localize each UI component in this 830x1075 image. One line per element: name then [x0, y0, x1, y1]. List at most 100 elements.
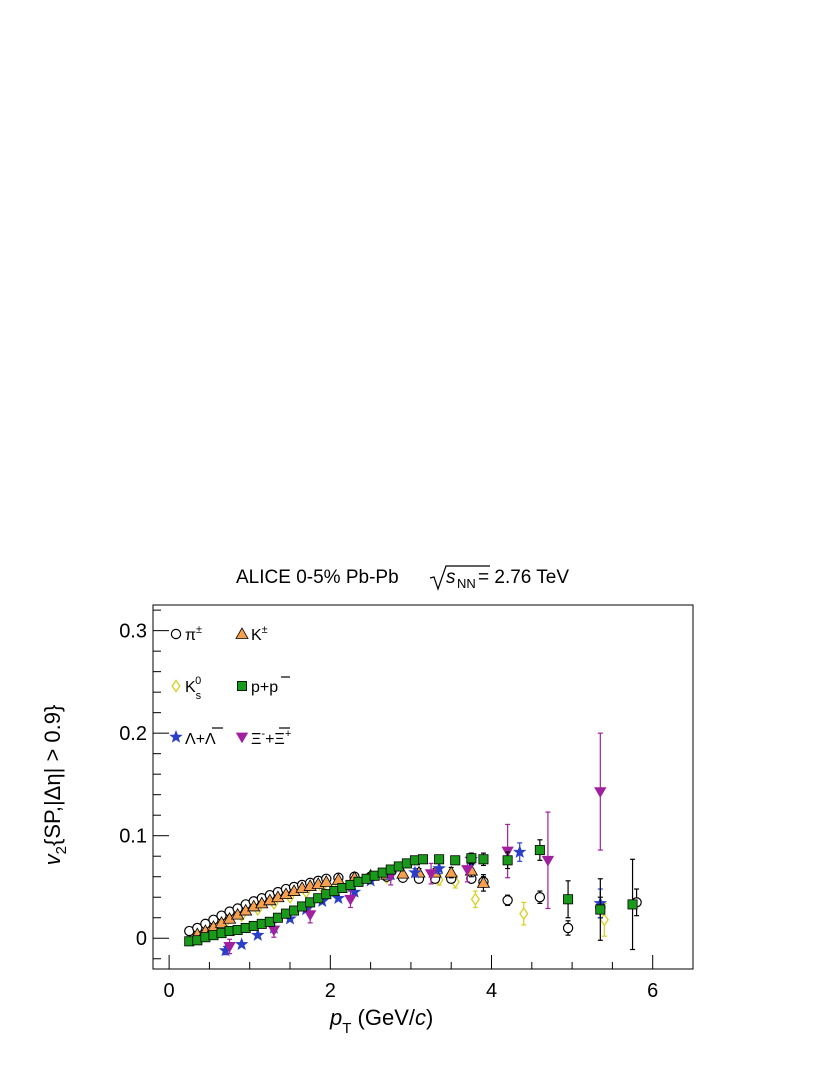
- y-axis-label-sub: 2: [53, 846, 70, 854]
- plot-frame: [152, 604, 694, 970]
- data-point: [432, 861, 446, 875]
- x-axis-label-rest: (GeV/: [351, 1005, 415, 1030]
- y-axis-label: v2{SP,|Δη| > 0.9}: [40, 705, 70, 866]
- legend-entry-proton: p+p: [236, 676, 290, 696]
- legend-marker-shape: [235, 627, 249, 639]
- legend-entry-lambda: Λ+Λ: [169, 727, 223, 748]
- legend-entry-kaon: K±: [235, 624, 268, 644]
- legend-entry-xi: Ξ-+Ξ+: [235, 727, 291, 748]
- x-axis-label-italic: c: [415, 1005, 426, 1030]
- axis-tick-labels: 0 2 4 6 0 0.1 0.2 0.3: [119, 621, 658, 1002]
- x-tick-label: 4: [486, 980, 497, 1002]
- chart-title-sqrt-subscript: NN: [457, 576, 476, 591]
- data-point: [562, 922, 574, 934]
- axis-ticks: [153, 609, 654, 969]
- data-point: [599, 913, 609, 927]
- legend-label-xi-bar-sup: +: [285, 728, 291, 740]
- legend-marker-kaon: [235, 627, 249, 639]
- legend-entry-k0s: Ks 0: [171, 675, 202, 702]
- data-series: [184, 732, 642, 957]
- data-point: [534, 892, 546, 903]
- legend-marker-shape: [235, 732, 249, 744]
- data-point: [344, 894, 357, 906]
- data-point: [502, 855, 513, 866]
- legend-marker-shape: [170, 628, 182, 640]
- x-tick-label: 2: [325, 980, 336, 1002]
- legend-label-proton: p+p: [251, 679, 278, 696]
- data-point: [627, 899, 638, 910]
- legend-label-k0s: Ks 0: [185, 675, 202, 702]
- data-point: [450, 855, 461, 866]
- legend-label-pion: π±: [185, 624, 202, 644]
- chart-title-prefix: ALICE 0-5% Pb-Pb: [236, 567, 399, 588]
- x-axis-label-sub: T: [342, 1020, 351, 1037]
- y-tick-label: 0.1: [119, 826, 147, 848]
- x-axis-label-close: ): [426, 1005, 433, 1030]
- data-point: [470, 892, 480, 906]
- legend: π± K± Ks0 p+p Λ+Λ Ξ-+Ξ+: [169, 624, 291, 748]
- y-axis-label-rest: {SP,|Δη| > 0.9}: [40, 705, 65, 846]
- data-point: [502, 895, 513, 906]
- data-point: [234, 937, 249, 951]
- y-tick-label: 0: [136, 928, 147, 950]
- data-point: [563, 894, 574, 905]
- sqrt-sign: [429, 565, 490, 591]
- data-point: [223, 942, 236, 953]
- legend-label-kaon-sup: ±: [262, 624, 268, 636]
- data-point: [424, 869, 438, 880]
- data-point: [444, 865, 458, 878]
- data-point: [408, 865, 422, 879]
- legend-label-xi-bar: Ξ: [274, 731, 284, 748]
- legend-label-pion-main: π: [185, 627, 196, 644]
- data-point: [331, 891, 346, 904]
- legend-label-kaon-main: K: [251, 627, 262, 644]
- x-tick-label: 0: [164, 980, 175, 1002]
- data-point: [396, 866, 410, 879]
- legend-label-kaon: K±: [251, 624, 268, 644]
- y-tick-label: 0.3: [119, 621, 147, 643]
- legend-marker-k0s: [171, 679, 181, 693]
- chart-title: ALICE 0-5% Pb-Pb s NN = 2.76 TeV: [236, 565, 569, 591]
- legend-marker-proton: [236, 681, 247, 692]
- legend-marker-xi: [235, 732, 249, 744]
- legend-label-k0s-sub: s: [196, 690, 202, 702]
- data-point: [251, 928, 265, 941]
- data-point: [519, 906, 529, 921]
- legend-marker-shape: [171, 679, 181, 693]
- data-point: [534, 845, 545, 856]
- legend-marker-shape: [236, 681, 247, 692]
- data-point: [594, 787, 607, 798]
- data-point: [417, 854, 428, 865]
- data-point: [595, 904, 606, 915]
- chart-title-suffix: = 2.76 TeV: [478, 567, 569, 588]
- x-axis-label-main: p: [329, 1005, 342, 1030]
- legend-label-k0s-sup: 0: [195, 675, 201, 687]
- legend-label-pion-sup: ±: [196, 624, 202, 636]
- data-point: [513, 845, 527, 858]
- series-3: [184, 839, 638, 951]
- y-axis-label-main: v: [40, 852, 65, 865]
- data-point: [347, 885, 362, 898]
- legend-label-xi-plus: +: [265, 731, 274, 748]
- x-tick-label: 6: [647, 980, 658, 1002]
- y-tick-label: 0.2: [119, 723, 147, 745]
- data-point: [267, 925, 281, 937]
- legend-marker-shape: [169, 729, 183, 743]
- data-point: [303, 910, 317, 921]
- chart-title-sqrt-s: s: [446, 567, 456, 588]
- data-point: [478, 854, 489, 865]
- data-point: [434, 854, 445, 865]
- legend-marker-pion: [170, 628, 182, 640]
- legend-label-xi: Ξ-+Ξ+: [251, 728, 291, 748]
- legend-label-xi-sup: -: [261, 728, 265, 740]
- data-point: [461, 865, 474, 876]
- legend-label-lambda: Λ+Λ: [185, 731, 216, 748]
- data-point: [319, 875, 333, 887]
- data-point: [476, 876, 491, 888]
- legend-entry-pion: π±: [170, 624, 202, 644]
- data-point: [466, 853, 477, 864]
- legend-label-xi-main: Ξ: [251, 731, 261, 748]
- legend-label-k0s-main: K: [185, 679, 196, 696]
- x-axis-label: pT (GeV/c): [329, 1005, 433, 1037]
